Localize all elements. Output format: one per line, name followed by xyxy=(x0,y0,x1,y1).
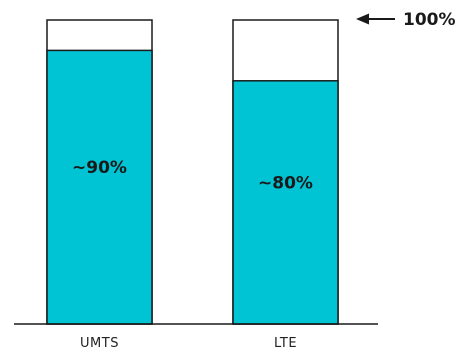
reference-arrow-100-percent xyxy=(356,13,395,25)
bar-lte xyxy=(232,80,339,325)
category-label-lte: LTE xyxy=(274,336,297,351)
category-label-umts: UMTS xyxy=(80,336,119,351)
bar-value-label-umts: ~90% xyxy=(72,158,127,178)
bar-value-label-lte: ~80% xyxy=(258,173,313,193)
bar-umts xyxy=(46,49,153,325)
reference-label: 100% xyxy=(403,10,456,30)
